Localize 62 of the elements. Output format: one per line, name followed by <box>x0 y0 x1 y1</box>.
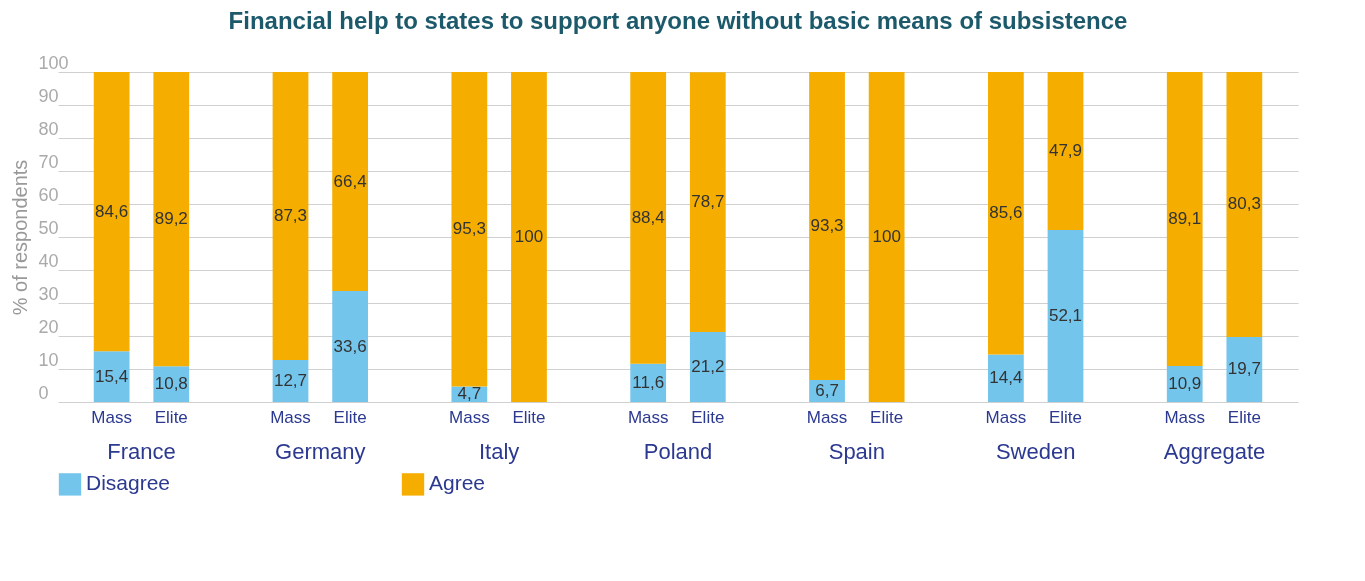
data-label: 15,4 <box>95 366 129 386</box>
data-label: 4,7 <box>457 384 482 404</box>
chart-title: Financial help to states to support anyone without basic means of subsistence <box>228 7 1128 34</box>
data-label: 100 <box>872 227 901 246</box>
x-tick-label: Elite <box>870 408 904 427</box>
x-tick-label: Elite <box>1048 408 1083 427</box>
y-axis-title: % of respondents <box>8 159 31 316</box>
x-tick-label: Elite <box>1227 408 1261 427</box>
text: Poland <box>643 439 713 464</box>
data-label: 10,8 <box>154 374 188 394</box>
x-tick-label: Mass <box>91 408 132 427</box>
text: Aggregate <box>1163 439 1266 464</box>
x-tick-label: Mass <box>270 408 311 427</box>
legend-label: Agree <box>429 471 486 495</box>
y-tick-label: 90 <box>38 85 59 106</box>
data-label: 14,4 <box>989 368 1023 388</box>
legend-label: Disagree <box>86 471 171 495</box>
y-tick-label: 0 <box>38 382 49 403</box>
x-tick-label: Elite <box>333 408 367 427</box>
x-tick-label: Mass <box>627 408 669 427</box>
data-label: 10,9 <box>1168 374 1202 394</box>
y-tick-label: 50 <box>38 217 59 238</box>
data-label: 6,7 <box>815 380 839 400</box>
y-tick-label: 20 <box>38 316 59 337</box>
data-label: 88,4 <box>631 207 665 227</box>
x-tick-label: Elite <box>691 408 725 427</box>
data-label: 100 <box>514 227 544 246</box>
text: Germany <box>275 439 366 464</box>
data-label: 47,9 <box>1048 141 1083 161</box>
x-tick-label: Mass <box>1164 408 1206 427</box>
x-tick-label: Elite <box>512 408 546 427</box>
data-label: 19,7 <box>1227 359 1261 379</box>
data-label: 80,3 <box>1227 194 1261 214</box>
y-tick-label: 10 <box>38 349 59 370</box>
y-tick-label: 80 <box>38 118 59 139</box>
data-label: 89,2 <box>154 209 188 229</box>
text: France <box>107 439 176 464</box>
x-tick-label: Mass <box>449 408 490 427</box>
data-label: 21,2 <box>691 357 725 377</box>
y-tick-label: 70 <box>38 151 59 172</box>
x-tick-label: Mass <box>806 408 848 427</box>
text: Sweden <box>995 439 1076 464</box>
y-tick-label: 40 <box>38 250 59 271</box>
y-tick-label: 30 <box>38 283 59 304</box>
x-tick-label: Elite <box>154 408 188 427</box>
data-label: 66,4 <box>333 171 367 191</box>
y-tick-label: 100 <box>38 52 69 73</box>
data-label: 52,1 <box>1048 306 1083 326</box>
data-label: 33,6 <box>333 336 367 356</box>
x-tick-label: Mass <box>985 408 1027 427</box>
data-label: 89,1 <box>1168 209 1202 229</box>
y-tick-label: 60 <box>38 184 59 205</box>
data-label: 85,6 <box>989 203 1023 223</box>
text: Spain <box>828 439 885 464</box>
text: Italy <box>478 439 520 464</box>
data-label: 12,7 <box>273 371 308 391</box>
data-label: 93,3 <box>810 215 844 235</box>
data-label: 11,6 <box>632 372 665 392</box>
data-label: 84,6 <box>95 201 129 221</box>
data-label: 87,3 <box>273 206 308 226</box>
data-label: 95,3 <box>452 219 486 239</box>
data-label: 78,7 <box>691 192 725 212</box>
